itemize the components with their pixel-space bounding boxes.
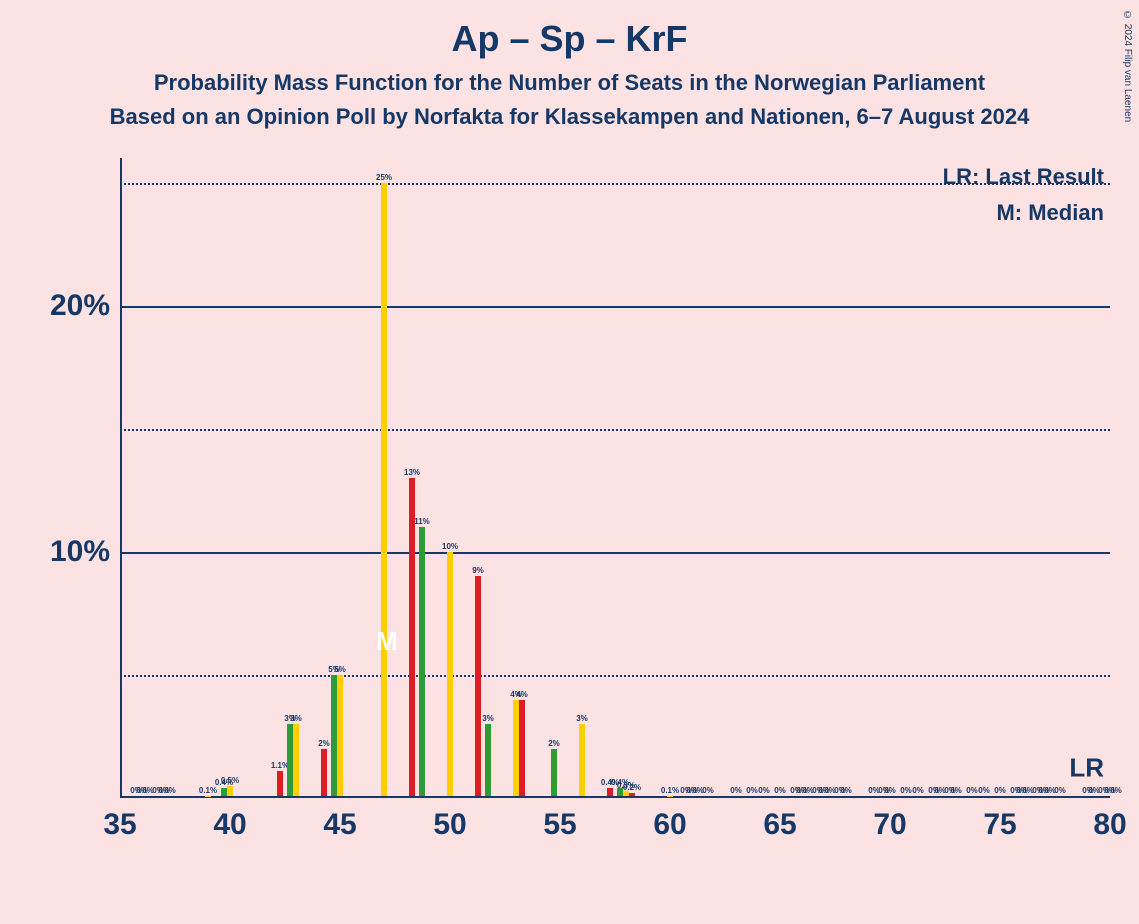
bar	[277, 771, 283, 796]
x-axis-label: 70	[873, 808, 906, 842]
lr-marker: LR	[1069, 753, 1104, 784]
bar-value-label: 0%	[840, 786, 852, 795]
legend-lr: LR: Last Result	[943, 164, 1104, 190]
bar-value-label: 0%	[730, 786, 742, 795]
bar-value-label: 25%	[376, 173, 392, 182]
x-axis-label: 50	[433, 808, 466, 842]
bar-value-label: 0%	[164, 786, 176, 795]
bar	[293, 724, 299, 796]
x-axis-label: 40	[213, 808, 246, 842]
bar-value-label: 0%	[1110, 786, 1122, 795]
bar-value-label: 11%	[414, 517, 430, 526]
bar-value-label: 4%	[516, 690, 528, 699]
bar-value-label: 9%	[472, 566, 484, 575]
bar	[419, 527, 425, 796]
x-axis-label: 55	[543, 808, 576, 842]
bar	[381, 183, 387, 796]
gridline	[120, 675, 1110, 677]
bar-value-label: 0%	[950, 786, 962, 795]
chart-title: Ap – Sp – KrF	[0, 0, 1139, 60]
gridline	[120, 183, 1110, 185]
bar-value-label: 5%	[334, 665, 346, 674]
bar	[579, 724, 585, 796]
bar-value-label: 0%	[746, 786, 758, 795]
bar-value-label: 3%	[576, 714, 588, 723]
bar	[485, 724, 491, 796]
bar-value-label: 13%	[404, 468, 420, 477]
legend-median: M: Median	[996, 200, 1104, 226]
bar-value-label: 0.1%	[661, 786, 679, 795]
bar-value-label: 0%	[1054, 786, 1066, 795]
x-axis-label: 60	[653, 808, 686, 842]
bar-value-label: 0%	[966, 786, 978, 795]
gridline	[120, 552, 1110, 554]
bar-value-label: 3%	[482, 714, 494, 723]
chart-subtitle-2: Based on an Opinion Poll by Norfakta for…	[0, 104, 1139, 130]
y-axis-label: 10%	[20, 535, 110, 569]
bar-value-label: 0%	[884, 786, 896, 795]
x-axis-label: 45	[323, 808, 356, 842]
bar-value-label: 10%	[442, 542, 458, 551]
bar-value-label: 0%	[900, 786, 912, 795]
bar-value-label: 3%	[290, 714, 302, 723]
bar-value-label: 0%	[994, 786, 1006, 795]
chart-subtitle-1: Probability Mass Function for the Number…	[0, 70, 1139, 96]
median-marker: M	[376, 626, 398, 657]
bar	[519, 700, 525, 796]
bar-value-label: 0%	[978, 786, 990, 795]
bar-value-label: 2%	[318, 739, 330, 748]
bar	[475, 576, 481, 796]
x-axis-label: 75	[983, 808, 1016, 842]
bar-value-label: 0.5%	[221, 776, 239, 785]
copyright-text: © 2024 Filip van Laenen	[1122, 10, 1133, 122]
bar	[447, 552, 453, 796]
bar	[629, 793, 635, 796]
bar-value-label: 2%	[548, 739, 560, 748]
bar	[337, 675, 343, 796]
x-axis-label: 65	[763, 808, 796, 842]
bar-value-label: 0%	[758, 786, 770, 795]
gridline	[120, 306, 1110, 308]
x-axis-label: 35	[103, 808, 136, 842]
bar	[227, 786, 233, 796]
bar	[321, 749, 327, 796]
bar	[607, 788, 613, 796]
bar-value-label: 0%	[774, 786, 786, 795]
y-axis	[120, 158, 122, 798]
bar-value-label: 0%	[702, 786, 714, 795]
bar-value-label: 0.2%	[623, 783, 641, 792]
x-axis-label: 80	[1093, 808, 1126, 842]
gridline	[120, 429, 1110, 431]
x-axis	[120, 796, 1110, 798]
y-axis-label: 20%	[20, 289, 110, 323]
plot-area: LR: Last Result M: Median 10%20%35404550…	[120, 158, 1110, 798]
bar	[551, 749, 557, 796]
bar-value-label: 0%	[912, 786, 924, 795]
